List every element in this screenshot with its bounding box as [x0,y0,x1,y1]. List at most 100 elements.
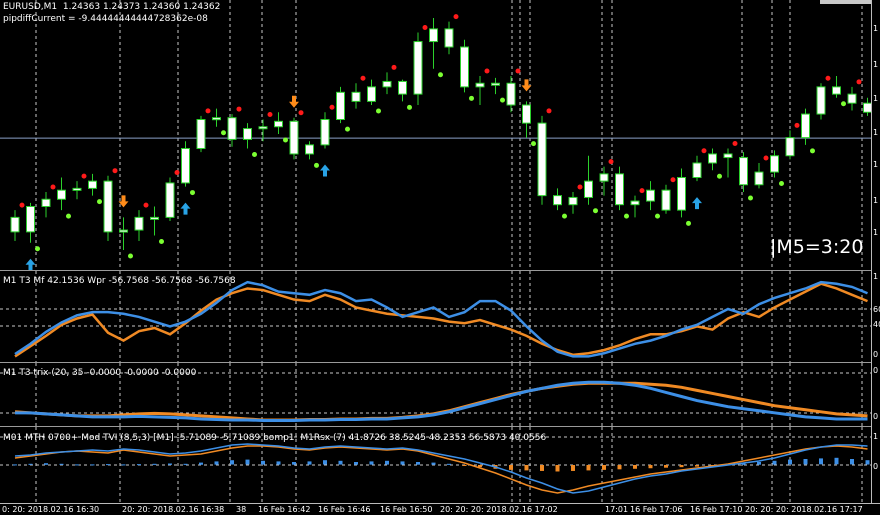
support-dot [841,101,846,107]
candle-body [832,86,841,95]
tvi-histogram-bar [850,459,854,465]
time-axis[interactable]: 0: 20: 2018.02.16 16:30 20: 20: 2018.02.… [0,503,880,515]
tvi-pane[interactable]: M01 MTH 0700+ Mod TVI (8,5,3) [M1] -5.71… [0,427,871,503]
resistance-dot [608,159,614,165]
axis-label: 1 [873,196,879,205]
tvi-chart-svg[interactable] [0,427,871,503]
indicator-line-blue [14,280,868,358]
tvi-histogram-bar [261,460,265,465]
pane-separator[interactable] [0,362,880,363]
tvi-histogram-bar [462,465,467,466]
wpr-chart-svg[interactable] [0,271,871,362]
resistance-dot [174,170,180,175]
tvi-histogram-bar [633,465,637,469]
axis-label: 1 [873,24,879,33]
resistance-dot [422,25,428,30]
resistance-dot [577,184,583,190]
tvi-histogram-bar [168,463,172,465]
support-dot [221,130,226,136]
axis-label: 1 [873,60,879,69]
support-dot [97,199,102,205]
support-dot [810,148,815,154]
support-dot [159,239,164,244]
pipdiff-label: pipdiffCurrent = -9.44444444444728362e-0… [3,14,208,24]
trix-pane[interactable]: M1 T3 trix (20, 35 -0.0000 -0.0000 -0.00… [0,363,871,426]
time-label: 16 Feb 16:46 [318,505,371,514]
support-dot [748,195,753,201]
tvi-histogram-bar [416,462,420,465]
time-label: 38 [236,505,247,514]
candle-body [522,104,531,124]
window-control-strip[interactable] [820,0,872,4]
tvi-histogram-bar [447,463,451,465]
wpr-pane[interactable]: M1 T3 Mf 42.1536 Wpr -56.7568 -56.7568 -… [0,271,871,362]
tvi-histogram-bar [199,462,203,465]
candle-body [739,157,748,186]
candle-body [863,102,871,113]
candle-body [258,126,268,130]
resistance-dot [732,141,738,146]
axis-label: 1 [873,128,879,137]
candle-body [212,117,221,121]
resistance-dot [236,106,242,112]
support-dot [35,246,40,252]
tvi-histogram-bar [28,463,33,465]
price-chart-svg[interactable] [0,0,871,270]
candle-body [847,93,857,104]
resistance-dot [50,184,56,190]
support-dot [500,97,505,103]
candle-body [57,189,66,200]
candle-body [41,198,51,207]
pane-separator[interactable] [0,426,880,427]
tvi-histogram-bar [803,459,808,465]
indicator-line-blue [15,380,868,422]
tvi-histogram-bar [44,463,48,465]
candle-body [320,119,330,146]
support-dot [531,141,536,147]
time-label: 20: 20: 20: 2018.02.16 17:02 [440,505,558,514]
tvi-histogram-bar [75,464,79,466]
candle-body [801,113,810,139]
indicator-line-orange [14,282,868,358]
resistance-dot [329,104,335,110]
resistance-dot [670,177,676,183]
tvi-histogram-bar [13,464,17,466]
arrow-down-icon [521,79,532,92]
trix-chart-svg[interactable] [0,363,871,426]
tvi-histogram-bar [478,465,482,468]
price-axis[interactable] [871,0,880,514]
axis-label: 1 [873,272,879,281]
price-pane[interactable]: EURUSD,M1 1.24363 1.24373 1.24360 1.2436… [0,0,871,270]
candle-body [398,80,407,95]
axis-label: 40 [873,320,880,329]
tvi-histogram-bar [586,465,591,471]
tvi-histogram-bar [664,465,668,468]
resistance-dot [794,122,800,128]
candle-body [165,182,175,218]
candle-body [196,119,206,149]
tvi-histogram-bar [323,460,327,465]
support-dot [593,208,598,214]
time-label: 16 Feb 17:10 [690,505,743,514]
support-dot [283,137,288,143]
candle-body [646,189,655,202]
candle-body [568,196,578,206]
candle-body [119,229,128,233]
candle-body [754,171,764,186]
axis-label: 0 [873,412,879,421]
tvi-label: M01 MTH 0700+ Mod TVI (8,5,3) [M1] -5.71… [3,433,547,443]
tvi-histogram-bar [245,459,250,465]
candle-body [785,137,795,157]
tvi-histogram-bar [431,462,436,465]
resistance-dot [825,75,831,81]
pane-separator[interactable] [0,270,880,271]
resistance-dot [391,64,397,70]
arrow-down-icon [118,195,129,208]
tvi-histogram-bar [772,460,777,465]
candle-body [599,173,609,182]
tvi-histogram-bar [679,465,684,468]
arrow-up-icon [692,197,702,210]
resistance-dot [484,68,490,74]
candle-body [708,153,717,164]
axis-label: 1 [873,432,879,441]
